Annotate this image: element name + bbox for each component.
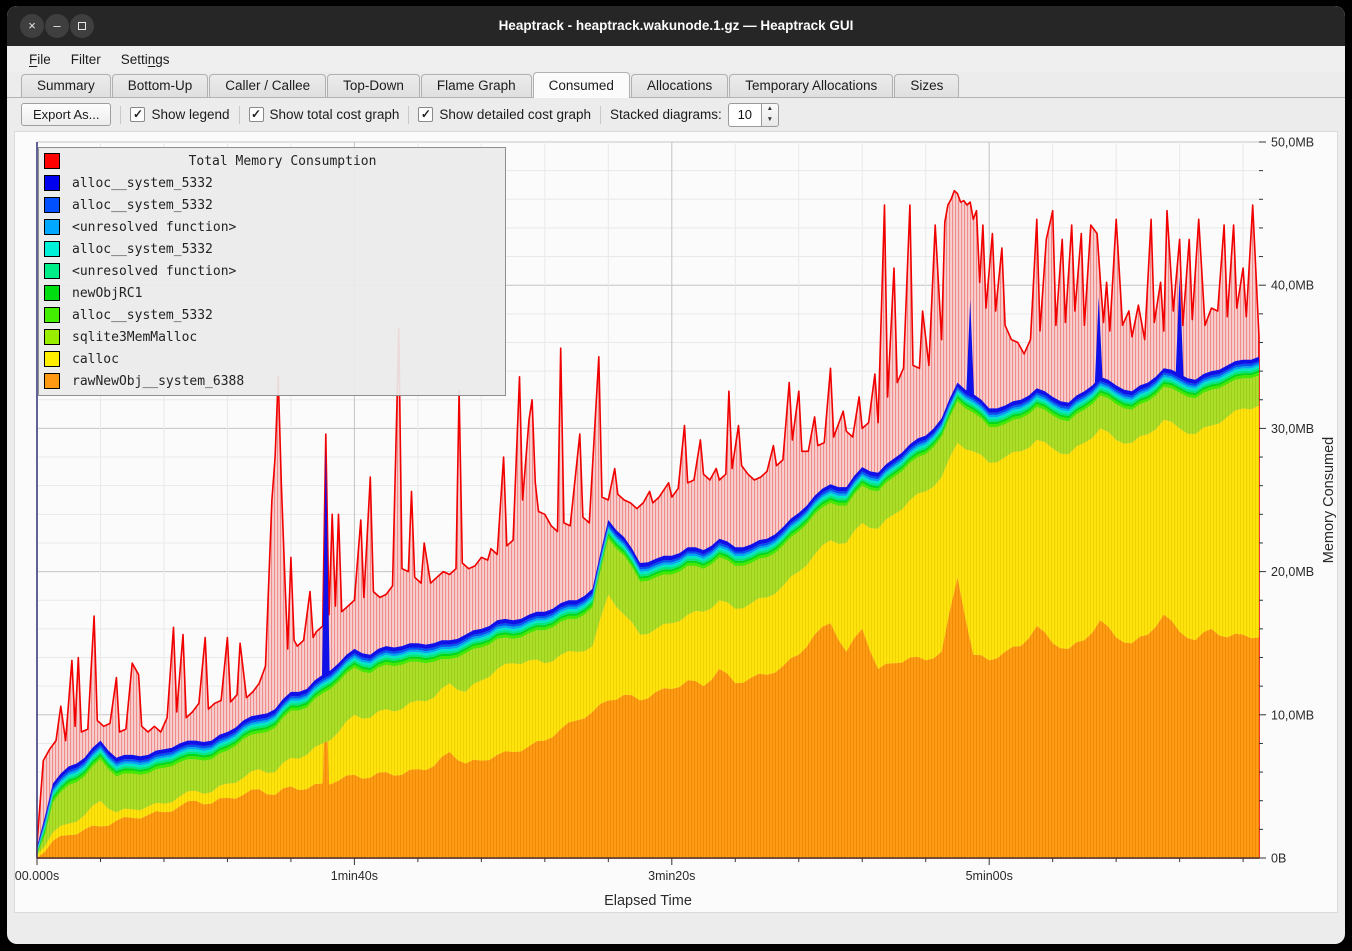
legend-swatch-icon [44, 197, 60, 213]
memory-consumption-chart[interactable]: 00.000s 1min40s 3min20s 5min00s 0B 10,0MB 20,0… [15, 132, 1339, 914]
menu-item-file[interactable]: File [29, 51, 51, 67]
checkbox-check-icon[interactable]: ✓ [418, 107, 434, 122]
svg-text:10,0MB: 10,0MB [1271, 708, 1314, 722]
legend-label: <unresolved function> [72, 219, 237, 235]
checkbox-label: Show legend [151, 107, 230, 122]
legend-label: calloc [72, 351, 119, 367]
legend-label: Total Memory Consumption [188, 153, 377, 169]
legend-label: newObjRC1 [72, 285, 143, 301]
legend-item: sqlite3MemMalloc [39, 326, 505, 348]
window-title: Heaptrack - heaptrack.wakunode.1.gz — He… [498, 18, 854, 33]
menu-item-settings[interactable]: Settings [120, 51, 170, 67]
tab-bar: Summary Bottom-Up Caller / Callee Top-Down F… [7, 72, 1345, 98]
svg-text:Memory Consumed: Memory Consumed [1321, 437, 1337, 564]
svg-text:Elapsed Time: Elapsed Time [604, 893, 692, 909]
legend-item: newObjRC1 [39, 282, 505, 304]
legend-label: alloc__system_5332 [72, 241, 213, 257]
tab-temporary-allocations[interactable]: Temporary Allocations [729, 74, 894, 97]
legend-item: alloc__system_5332 [39, 194, 505, 216]
window: × – Heaptrack - heaptrack.wakunode.1.gz … [7, 6, 1345, 944]
chart-legend: Total Memory Consumption alloc__system_53… [38, 147, 506, 396]
legend-swatch-icon [44, 373, 60, 389]
checkbox-label: Show total cost graph [269, 107, 400, 122]
menu-bar: File Filter Settings [7, 46, 1345, 72]
svg-text:1min40s: 1min40s [331, 869, 378, 883]
svg-text:5min00s: 5min00s [966, 869, 1013, 883]
tab-sizes[interactable]: Sizes [894, 74, 960, 97]
legend-item: alloc__system_5332 [39, 238, 505, 260]
spinbox-value[interactable]: 10 [727, 102, 762, 127]
legend-label: alloc__system_5332 [72, 307, 213, 323]
spin-down-icon[interactable]: ▼ [766, 115, 774, 123]
legend-label: rawNewObj__system_6388 [72, 373, 245, 389]
spin-up-icon[interactable]: ▲ [766, 104, 774, 112]
stacked-diagrams-spinbox[interactable]: 10 ▲ ▼ [727, 102, 779, 127]
checkbox-check-icon[interactable]: ✓ [130, 107, 146, 122]
legend-swatch-icon [44, 175, 60, 191]
svg-text:30,0MB: 30,0MB [1271, 422, 1314, 436]
menu-item-filter[interactable]: Filter [70, 51, 101, 67]
export-as-button[interactable]: Export As... [21, 103, 112, 126]
toolbar-separator [120, 105, 122, 124]
legend-label: alloc__system_5332 [72, 175, 213, 191]
tab-bottom-up[interactable]: Bottom-Up [111, 74, 209, 97]
legend-label: sqlite3MemMalloc [72, 329, 198, 345]
svg-text:50,0MB: 50,0MB [1271, 136, 1314, 150]
chart-area: 00.000s 1min40s 3min20s 5min00s 0B 10,0MB 20,0… [14, 131, 1338, 913]
toolbar-separator [408, 105, 410, 124]
tab-flame-graph[interactable]: Flame Graph [420, 74, 532, 97]
stacked-diagrams-label: Stacked diagrams: [609, 107, 722, 122]
tab-consumed[interactable]: Consumed [532, 72, 630, 98]
legend-swatch-icon [44, 219, 60, 235]
legend-label: <unresolved function> [72, 263, 237, 279]
checkbox-show-legend[interactable]: ✓ Show legend [130, 107, 230, 122]
minimize-button[interactable]: – [45, 14, 69, 38]
legend-item: rawNewObj__system_6388 [39, 370, 505, 392]
svg-text:0B: 0B [1271, 852, 1286, 866]
close-button[interactable]: × [20, 14, 44, 38]
tab-allocations[interactable]: Allocations [630, 74, 729, 97]
maximize-button[interactable] [70, 14, 94, 38]
svg-text:00.000s: 00.000s [15, 869, 59, 883]
toolbar: Export As... ✓ Show legend ✓ Show total cos… [7, 98, 1345, 131]
maximize-icon [78, 22, 86, 30]
legend-item: alloc__system_5332 [39, 172, 505, 194]
legend-swatch-icon [44, 307, 60, 323]
checkbox-check-icon[interactable]: ✓ [248, 107, 264, 122]
titlebar: × – Heaptrack - heaptrack.wakunode.1.gz … [7, 6, 1345, 46]
checkbox-show-total-cost-graph[interactable]: ✓ Show total cost graph [248, 107, 400, 122]
legend-title-row: Total Memory Consumption [39, 150, 505, 172]
legend-swatch-icon [44, 285, 60, 301]
tab-top-down[interactable]: Top-Down [327, 74, 420, 97]
svg-text:3min20s: 3min20s [648, 869, 695, 883]
legend-item: alloc__system_5332 [39, 304, 505, 326]
checkbox-show-detailed-cost-graph[interactable]: ✓ Show detailed cost graph [418, 107, 591, 122]
svg-text:20,0MB: 20,0MB [1271, 565, 1314, 579]
legend-label: alloc__system_5332 [72, 197, 213, 213]
tab-caller-callee[interactable]: Caller / Callee [209, 74, 327, 97]
legend-swatch-icon [44, 241, 60, 257]
legend-item: <unresolved function> [39, 216, 505, 238]
toolbar-separator [238, 105, 240, 124]
toolbar-separator [599, 105, 601, 124]
legend-swatch-icon [44, 351, 60, 367]
legend-swatch-icon [44, 263, 60, 279]
tab-summary[interactable]: Summary [21, 74, 111, 97]
legend-item: <unresolved function> [39, 260, 505, 282]
svg-text:40,0MB: 40,0MB [1271, 279, 1314, 293]
legend-swatch-icon [44, 153, 60, 169]
checkbox-label: Show detailed cost graph [439, 107, 591, 122]
legend-swatch-icon [44, 329, 60, 345]
legend-item: calloc [39, 348, 505, 370]
